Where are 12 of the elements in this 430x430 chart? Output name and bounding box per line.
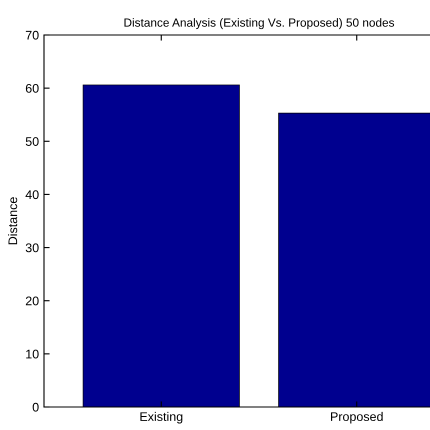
- chart-title: Distance Analysis (Existing Vs. Proposed) 50 nodes: [124, 18, 394, 30]
- y-tick-label: 50: [26, 137, 39, 146]
- y-tick-label: 20: [26, 296, 39, 306]
- y-tick-label: 70: [26, 30, 39, 40]
- y-axis-title: Distance: [8, 197, 18, 244]
- y-tick-label: 10: [26, 350, 39, 359]
- x-tick-label: Existing: [140, 412, 182, 424]
- y-tick-label: 30: [26, 243, 39, 252]
- y-tick-label: 60: [26, 84, 39, 93]
- y-tick-label: 0: [32, 402, 39, 412]
- y-tick-label: 40: [26, 190, 39, 200]
- x-tick-label: Proposed: [331, 412, 383, 424]
